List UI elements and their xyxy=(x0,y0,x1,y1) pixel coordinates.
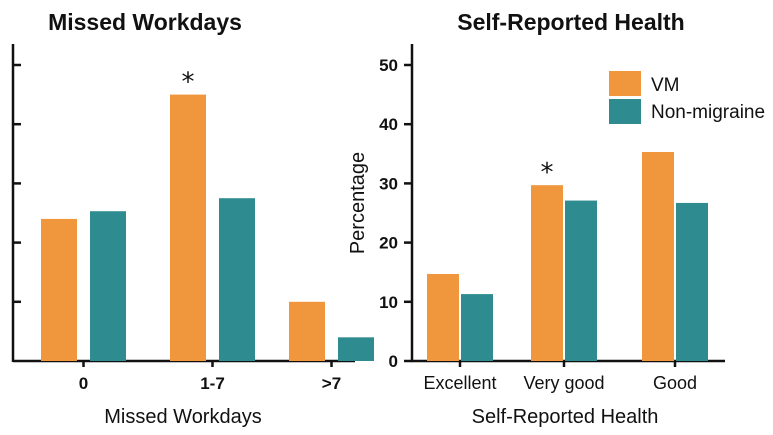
missed-workdays-chart: Missed Workdays 0 1-7 >7 * Missed Workdays xyxy=(11,9,374,428)
right-bar-vm-2 xyxy=(642,152,674,361)
left-bar-non-migraine-0 xyxy=(90,211,126,361)
left-significance-marker: * xyxy=(182,68,195,98)
legend-label-vm: VM xyxy=(651,75,680,96)
right-x-axis-title: Self-Reported Health xyxy=(472,406,659,428)
left-x-axis-title: Missed Workdays xyxy=(104,406,261,428)
left-chart-title: Missed Workdays xyxy=(48,9,242,35)
right-y-tick-label: 30 xyxy=(379,174,398,193)
left-bar-non-migraine-2 xyxy=(338,337,374,361)
left-bar-vm-1 xyxy=(170,94,206,361)
legend: VM Non-migraine xyxy=(609,71,765,124)
right-y-tick-label: 40 xyxy=(379,115,398,134)
right-bar-non-migraine-0 xyxy=(461,294,493,361)
right-y-tick-label: 0 xyxy=(389,352,398,371)
right-category-label: Very good xyxy=(523,373,604,393)
legend-swatch-vm xyxy=(609,71,641,96)
right-y-tick-label: 20 xyxy=(379,234,398,253)
right-bar-non-migraine-2 xyxy=(676,202,708,361)
right-category-label: Good xyxy=(653,373,697,393)
right-category-label: Excellent xyxy=(423,373,496,393)
right-y-tick-label: 50 xyxy=(379,56,398,75)
legend-swatch-non-migraine xyxy=(609,99,641,124)
right-y-axis-title: Percentage xyxy=(347,152,369,254)
self-reported-health-chart: Self-Reported Health 0 10 20 30 40 50 Excelle… xyxy=(347,9,765,428)
right-chart-title: Self-Reported Health xyxy=(457,9,684,35)
left-category-label: >7 xyxy=(322,374,341,393)
right-significance-marker: * xyxy=(541,158,554,188)
right-y-tick-label: 10 xyxy=(379,293,398,312)
left-category-label: 1-7 xyxy=(200,374,225,393)
left-bar-vm-2 xyxy=(289,301,325,361)
right-bar-non-migraine-1 xyxy=(565,200,597,361)
right-bar-vm-0 xyxy=(427,273,459,361)
legend-label-non-migraine: Non-migraine xyxy=(651,102,765,123)
left-category-label: 0 xyxy=(79,374,88,393)
left-bar-vm-0 xyxy=(41,218,77,361)
right-bar-vm-1 xyxy=(531,185,563,361)
left-bar-non-migraine-1 xyxy=(219,198,255,361)
